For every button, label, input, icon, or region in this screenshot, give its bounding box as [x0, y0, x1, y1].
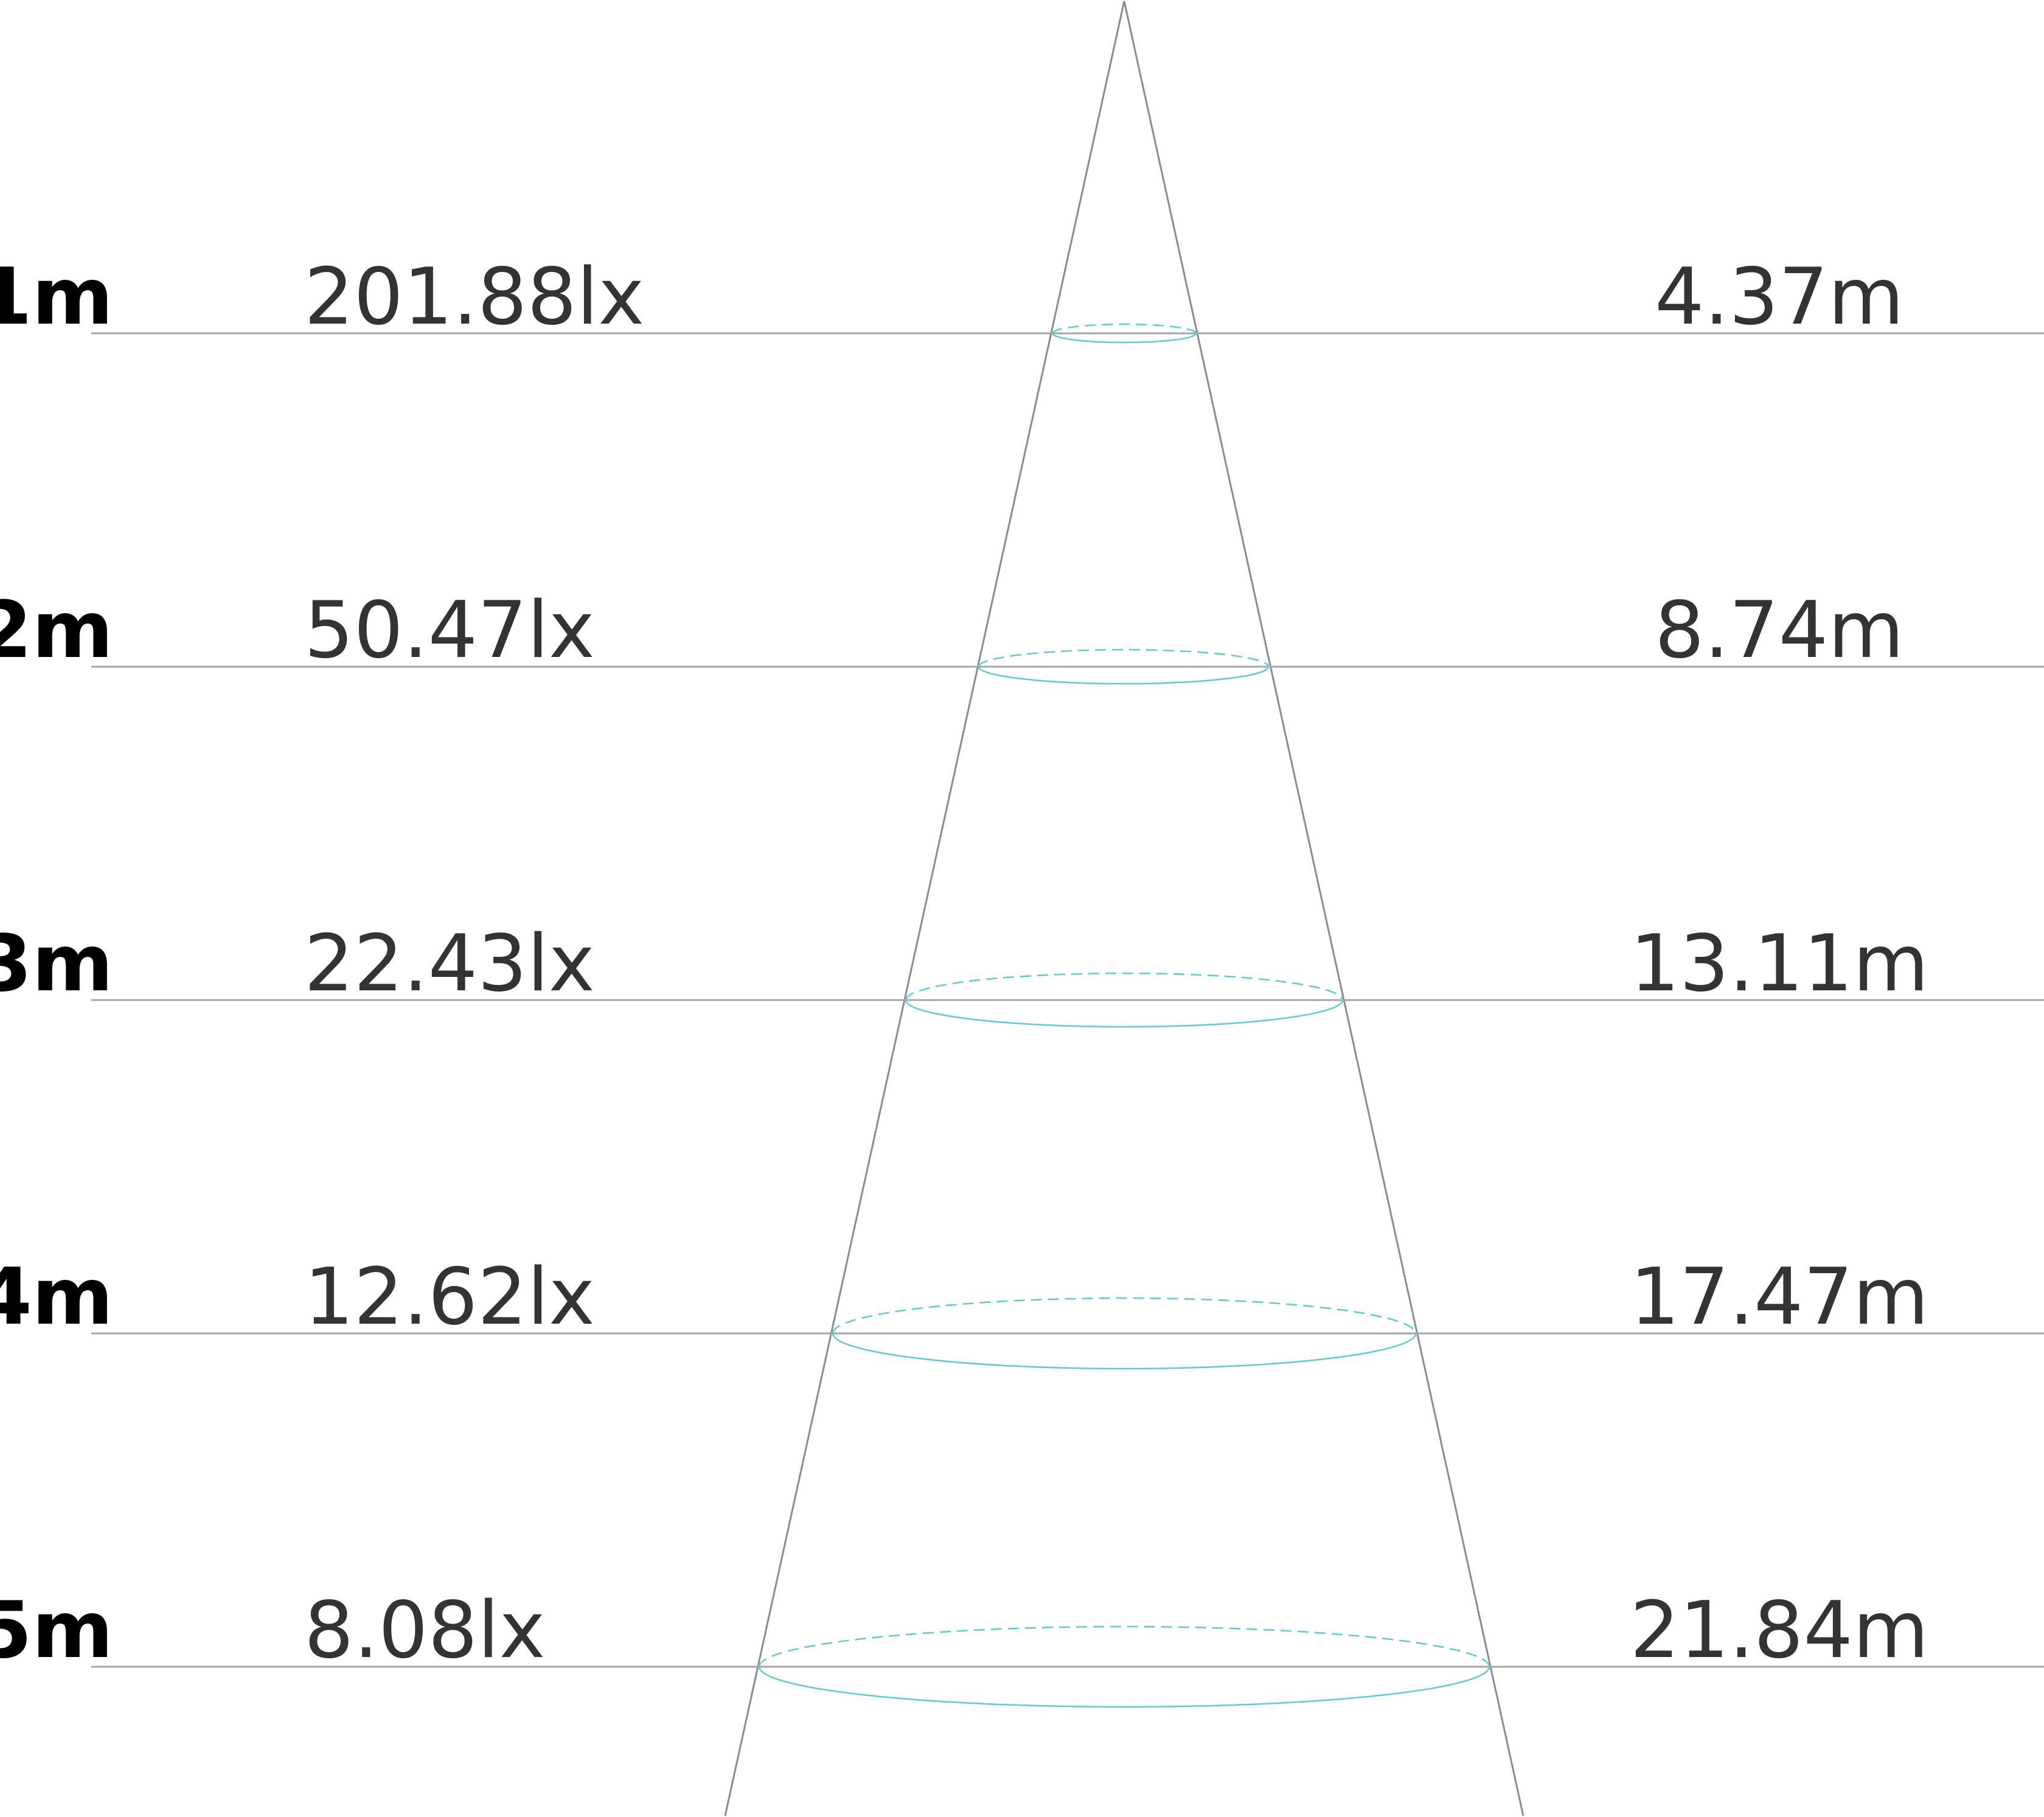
beam-ellipse-back: [905, 972, 1344, 1001]
beam-diameter-label: 4.37m: [1655, 252, 1904, 342]
beam-ellipse-back: [832, 1297, 1417, 1334]
cone-left-edge: [724, 1, 1125, 1816]
beam-diameter-label: 13.11m: [1630, 919, 1928, 1009]
beam-ellipse-front: [758, 1666, 1490, 1708]
distance-label: 5m: [0, 1585, 113, 1676]
illuminance-label: 50.47lx: [304, 585, 595, 676]
beam-ellipse-front: [832, 1333, 1417, 1370]
distance-label: 4m: [0, 1252, 113, 1343]
illuminance-label: 201.88lx: [304, 252, 644, 342]
illuminance-label: 22.43lx: [304, 919, 595, 1009]
beam-diameter-label: 8.74m: [1655, 585, 1904, 676]
beam-ellipse-front: [905, 999, 1344, 1028]
beam-diameter-label: 17.47m: [1630, 1252, 1928, 1343]
illuminance-label: 12.62lx: [304, 1252, 595, 1343]
beam-ellipse-back: [978, 648, 1270, 667]
beam-ellipse-back: [1051, 323, 1197, 334]
distance-row: 1m 201.88lx 4.37m: [0, 252, 2044, 344]
beam-ellipse-front: [978, 666, 1270, 685]
beam-ellipse-front: [1051, 333, 1197, 344]
beam-diameter-label: 21.84m: [1630, 1585, 1928, 1676]
distance-row: 3m 22.43lx 13.11m: [0, 919, 2044, 1028]
beam-ellipse-back: [758, 1625, 1490, 1667]
distance-row: 5m 8.08lx 21.84m: [0, 1585, 2044, 1708]
illuminance-label: 8.08lx: [304, 1585, 545, 1676]
distance-row: 2m 50.47lx 8.74m: [0, 585, 2044, 685]
cone-right-edge: [1123, 1, 1524, 1816]
distance-label: 3m: [0, 919, 113, 1009]
distance-row: 4m 12.62lx 17.47m: [0, 1252, 2044, 1370]
distance-label: 2m: [0, 585, 113, 676]
distance-label: 1m: [0, 252, 113, 342]
